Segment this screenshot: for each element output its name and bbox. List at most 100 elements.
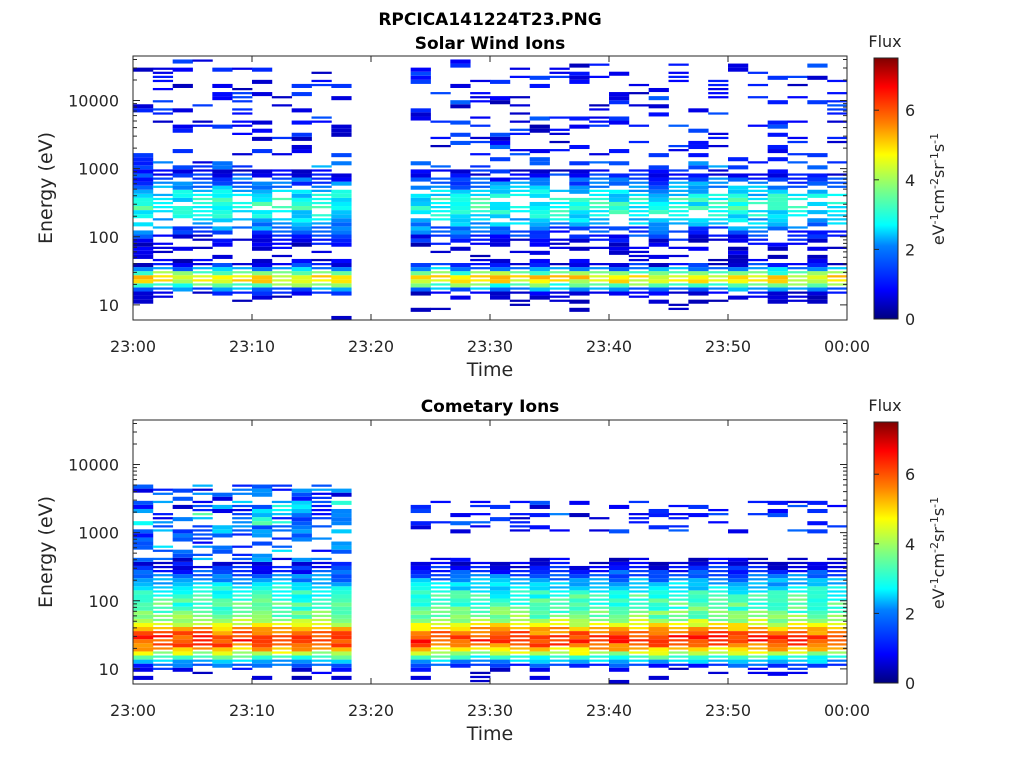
spectrogram-cell <box>133 508 154 514</box>
spectrogram-cell <box>767 500 788 505</box>
spectrogram-cell <box>311 206 332 209</box>
spectrogram-cell <box>549 565 570 569</box>
spectrogram-cell <box>470 189 491 192</box>
spectrogram-cell <box>172 149 193 154</box>
spectrogram-cell <box>232 87 253 91</box>
spectrogram-cell <box>668 602 689 605</box>
spectrogram-cell <box>767 197 788 202</box>
spectrogram-cell <box>747 189 769 192</box>
spectrogram-cell <box>747 214 769 217</box>
spectrogram-cell <box>609 586 630 591</box>
spectrogram-cell <box>331 565 352 571</box>
spectrogram-cell <box>747 263 769 266</box>
y-axis-label: Energy (eV) <box>35 496 57 608</box>
spectrogram-cell <box>807 218 828 223</box>
spectrogram-cell <box>569 614 590 619</box>
spectrogram-cell <box>331 161 352 166</box>
spectrogram-cell <box>728 177 749 182</box>
spectrogram-cell <box>787 631 808 634</box>
spectrogram-cell <box>291 263 312 268</box>
spectrogram-cell <box>708 201 729 205</box>
spectrogram-cell <box>628 124 650 127</box>
y-tick-label: 10000 <box>68 456 119 475</box>
spectrogram-cell <box>529 83 550 88</box>
spectrogram-cell <box>708 169 729 172</box>
spectrogram-cell <box>212 508 233 514</box>
spectrogram-cell <box>172 287 193 292</box>
spectrogram-cell <box>529 582 550 587</box>
spectrogram-cell <box>609 96 630 101</box>
spectrogram-cell <box>152 663 174 666</box>
spectrogram-cell <box>490 144 511 150</box>
spectrogram-cell <box>787 594 808 597</box>
spectrogram-cell <box>291 210 312 215</box>
spectrogram-cell <box>152 594 174 597</box>
spectrogram-cell <box>609 279 630 284</box>
spectrogram-cell <box>648 112 669 117</box>
spectrogram-cell <box>628 590 650 593</box>
spectrogram-cell <box>529 578 550 583</box>
spectrogram-cell <box>291 675 312 680</box>
spectrogram-cell <box>767 618 788 623</box>
spectrogram-cell <box>252 570 273 575</box>
spectrogram-cell <box>271 639 293 642</box>
spectrogram-cell <box>271 283 293 286</box>
spectrogram-cell <box>628 214 650 217</box>
spectrogram-cell <box>747 234 769 237</box>
spectrogram-cell <box>609 504 630 509</box>
spectrogram-cell <box>252 618 273 623</box>
spectrogram-cell <box>311 655 332 658</box>
spectrogram-cell <box>787 283 808 286</box>
spectrogram-cell <box>271 267 293 270</box>
spectrogram-cell <box>609 663 630 668</box>
spectrogram-cell <box>331 214 352 219</box>
spectrogram-cell <box>628 614 650 618</box>
spectrogram-cell <box>628 177 650 180</box>
spectrogram-cell <box>609 275 630 280</box>
spectrogram-cell <box>152 598 174 601</box>
spectrogram-cell <box>728 529 749 534</box>
spectrogram-cell <box>252 201 273 207</box>
spectrogram-cell <box>133 153 154 158</box>
spectrogram-cell <box>529 643 550 648</box>
spectrogram-cell <box>133 299 154 304</box>
spectrogram-cell <box>490 610 511 615</box>
spectrogram-cell <box>430 169 451 172</box>
spectrogram-cell <box>549 647 570 650</box>
spectrogram-cell <box>490 177 511 182</box>
spectrogram-cell <box>192 226 213 229</box>
spectrogram-cell <box>529 267 550 272</box>
spectrogram-cell <box>410 177 431 182</box>
spectrogram-cell <box>747 222 769 225</box>
spectrogram-cell <box>668 275 689 278</box>
spectrogram-cell <box>450 169 471 174</box>
colorbar-title: Flux <box>868 396 901 415</box>
spectrogram-cell <box>490 279 511 284</box>
x-axis-label: Time <box>466 359 514 381</box>
spectrogram-cell <box>688 635 709 640</box>
spectrogram-cell <box>133 238 154 243</box>
spectrogram-cell <box>133 185 154 190</box>
spectrogram-cell <box>648 525 669 530</box>
spectrogram-cell <box>708 574 729 577</box>
spectrogram-cell <box>747 655 769 658</box>
spectrogram-cell <box>490 136 511 141</box>
spectrogram-cell <box>212 173 233 178</box>
spectrogram-cell <box>490 639 511 644</box>
spectrogram-cell <box>430 622 451 626</box>
spectrogram-cell <box>609 234 630 239</box>
spectrogram-cell <box>252 181 273 186</box>
spectrogram-cell <box>490 234 511 239</box>
spectrogram-cell <box>271 222 293 225</box>
spectrogram-cell <box>470 218 491 221</box>
spectrogram-cell <box>549 291 570 294</box>
spectrogram-cell <box>212 529 233 534</box>
spectrogram-cell <box>133 598 154 603</box>
spectrogram-cell <box>747 557 769 561</box>
spectrogram-cell <box>291 488 312 493</box>
spectrogram-cell <box>192 610 213 613</box>
spectrogram-cell <box>589 574 610 577</box>
spectrogram-cell <box>747 226 769 229</box>
spectrogram-cell <box>152 197 174 201</box>
spectrogram-cell <box>331 181 352 186</box>
